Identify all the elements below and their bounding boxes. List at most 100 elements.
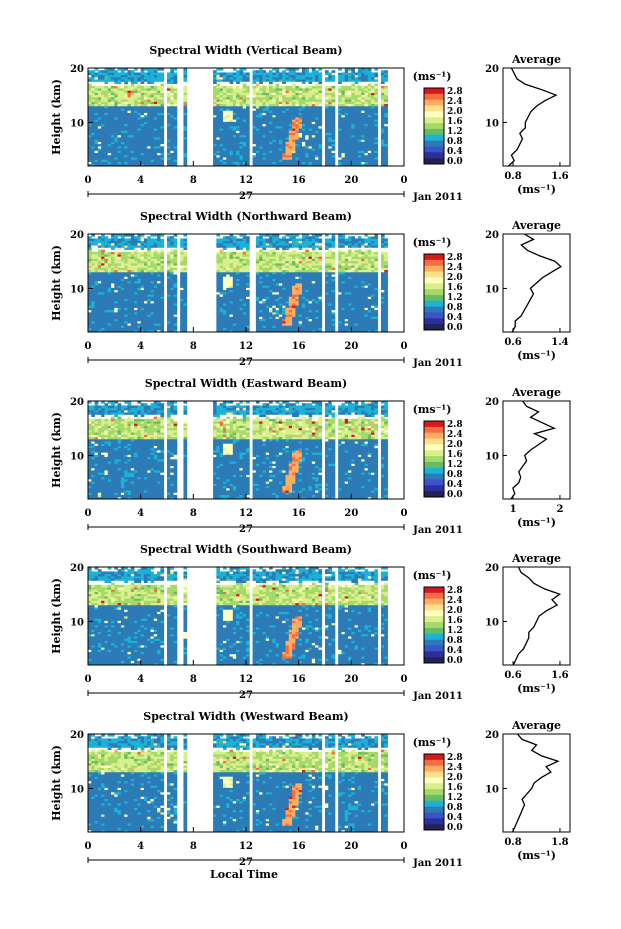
heatmap-cell: [371, 148, 375, 151]
heatmap-cell: [167, 72, 171, 76]
heatmap-cell: [91, 258, 95, 262]
heatmap-cell: [88, 110, 92, 113]
heatmap-cell: [259, 240, 263, 244]
heatmap-cell: [157, 123, 161, 127]
heatmap-cell: [213, 112, 217, 116]
heatmap-cell: [167, 318, 171, 322]
heatmap-cell: [242, 323, 247, 326]
heatmap-cell: [331, 134, 336, 138]
heatmap-cell: [134, 79, 138, 82]
heatmap-cell: [147, 90, 151, 93]
heatmap-cell: [183, 157, 188, 160]
heatmap-cell: [120, 276, 125, 279]
heatmap-cell: [173, 240, 178, 244]
heatmap-cell: [222, 285, 227, 288]
heatmap-cell: [147, 311, 151, 315]
heatmap-cell: [344, 92, 349, 96]
heatmap-cell: [272, 125, 277, 129]
heatmap-cell: [137, 141, 142, 145]
heatmap-cell: [298, 130, 303, 133]
heatmap-cell: [351, 119, 356, 122]
heatmap-cell: [357, 105, 362, 109]
colorbar-swatch: [424, 158, 444, 165]
heatmap-cell: [167, 92, 171, 96]
heatmap-cell: [91, 125, 95, 129]
heatmap-cell: [229, 291, 234, 295]
heatmap-cell: [117, 112, 122, 116]
heatmap-cell: [114, 307, 119, 311]
heatmap-cell: [262, 320, 267, 324]
heatmap-cell: [222, 271, 227, 275]
heatmap-cell: [325, 121, 329, 125]
heatmap-cell: [357, 125, 362, 129]
heatmap-cell: [259, 114, 263, 118]
heatmap-cell: [282, 137, 286, 140]
heatmap-cell: [140, 265, 145, 268]
heatmap-cell: [160, 148, 165, 151]
heatmap-cell: [239, 163, 244, 167]
heatmap-cell: [101, 163, 105, 167]
heatmap-cell: [140, 99, 145, 102]
heatmap-cell: [104, 103, 109, 107]
heatmap-cell: [101, 108, 105, 111]
y-tick-label: 20: [70, 64, 84, 75]
heatmap-cell: [236, 119, 240, 122]
heatmap-cell: [305, 125, 309, 129]
heatmap-cell: [134, 289, 138, 293]
heatmap-cell: [305, 92, 309, 96]
heatmap-cell: [91, 94, 95, 98]
heatmap-cell: [213, 148, 217, 151]
heatmap-cell: [114, 327, 119, 331]
heatmap-cell: [288, 90, 293, 93]
heatmap-cell: [246, 85, 250, 89]
heatmap-cell: [127, 114, 132, 118]
heatmap-cell: [124, 269, 128, 273]
heatmap-cell: [134, 132, 138, 136]
heatmap-cell: [167, 134, 171, 138]
heatmap-cell: [127, 265, 132, 268]
heatmap-cell: [117, 287, 122, 291]
heatmap-cell: [104, 125, 109, 129]
heatmap-cell: [94, 141, 99, 145]
heatmap-cell: [222, 128, 227, 131]
heatmap-cell: [157, 130, 161, 133]
heatmap-cell: [239, 108, 244, 111]
heatmap-cell: [130, 134, 135, 138]
heatmap-cell: [153, 92, 158, 96]
heatmap-cell: [226, 141, 230, 145]
heatmap-cell: [236, 260, 240, 264]
heatmap-cell: [104, 105, 109, 109]
heatmap-cell: [167, 320, 171, 324]
heatmap-cell: [262, 260, 267, 264]
heatmap-cell: [262, 70, 267, 73]
heatmap-cell: [170, 99, 174, 102]
heatmap-cell: [236, 103, 240, 107]
heatmap-cell: [278, 112, 283, 116]
heatmap-cell: [160, 105, 165, 109]
heatmap-cell: [134, 141, 138, 145]
heatmap-cell: [246, 254, 250, 257]
heatmap-cell: [104, 96, 109, 100]
heatmap-cell: [236, 327, 240, 331]
heatmap-cell: [239, 121, 244, 125]
heatmap-cell: [364, 112, 369, 116]
heatmap-cell: [222, 300, 227, 304]
heatmap-cell: [143, 85, 148, 89]
heatmap-cell: [183, 311, 188, 315]
heatmap-cell: [88, 249, 92, 253]
heatmap-cell: [262, 242, 267, 246]
heatmap-cell: [338, 72, 342, 76]
heatmap-cell: [219, 314, 224, 317]
heatmap-cell: [344, 123, 349, 127]
heatmap-cell: [292, 139, 296, 142]
heatmap-cell: [180, 260, 184, 264]
heatmap-cell: [315, 92, 319, 96]
heatmap-cell: [173, 300, 178, 304]
heatmap-cell: [341, 96, 346, 100]
heatmap-cell: [311, 76, 316, 80]
heatmap-cell: [354, 96, 359, 100]
heatmap-cell: [216, 141, 221, 145]
heatmap-cell: [364, 74, 369, 78]
heatmap-cell: [288, 117, 293, 120]
heatmap-cell: [117, 76, 122, 80]
